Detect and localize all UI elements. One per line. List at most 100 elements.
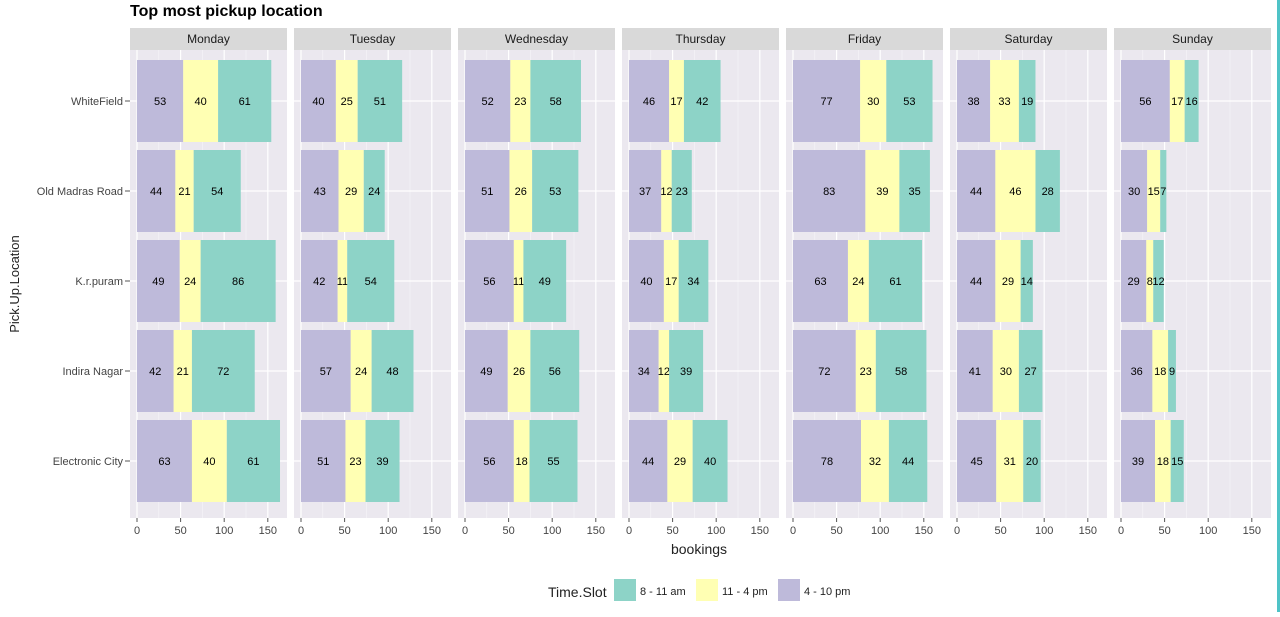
bar-segment (226, 420, 281, 502)
bar-data-label: 44 (150, 186, 162, 198)
bar-data-label: 63 (158, 456, 170, 468)
x-tick-label: 100 (707, 525, 725, 537)
x-tick-label: 100 (215, 525, 233, 537)
facet-label: Sunday (1172, 32, 1213, 46)
x-tick-label: 150 (751, 525, 769, 537)
bar-segment (509, 150, 533, 232)
facet-strip (622, 28, 779, 50)
bar-segment (957, 240, 996, 322)
x-tick-label: 150 (915, 525, 933, 537)
bar-segment (357, 60, 403, 142)
facet-label: Saturday (1004, 32, 1052, 46)
bar-data-label: 24 (184, 276, 196, 288)
bar-data-label: 9 (1169, 366, 1175, 378)
bar-segment (996, 420, 1024, 502)
bar-data-label: 7 (1160, 186, 1166, 198)
x-tick-label: 150 (1079, 525, 1097, 537)
bar-data-label: 53 (903, 96, 915, 108)
bar-segment (191, 420, 227, 502)
bar-segment (338, 150, 364, 232)
bar-segment (868, 240, 923, 322)
bar-segment (530, 330, 580, 412)
x-tick-label: 50 (830, 525, 842, 537)
x-tick-label: 50 (994, 525, 1006, 537)
facet-label: Monday (187, 32, 230, 46)
bar-segment (629, 240, 664, 322)
bar-data-label: 12 (1152, 276, 1164, 288)
bar-segment (1121, 150, 1148, 232)
bar-data-label: 40 (203, 456, 215, 468)
bar-data-label: 34 (638, 366, 650, 378)
x-tick-label: 0 (1118, 525, 1124, 537)
legend-label: 4 - 10 pm (804, 586, 850, 598)
bar-data-label: 38 (967, 96, 979, 108)
x-tick-label: 50 (338, 525, 350, 537)
category-label: K.r.puram (75, 276, 123, 288)
bar-segment (667, 420, 693, 502)
bar-data-label: 40 (195, 96, 207, 108)
category-label: Electronic City (53, 456, 124, 468)
legend-swatch (696, 579, 718, 601)
x-tick-label: 0 (626, 525, 632, 537)
bar-data-label: 11 (513, 276, 524, 288)
x-tick-label: 150 (1243, 525, 1261, 537)
bar-data-label: 34 (687, 276, 699, 288)
x-tick-label: 100 (871, 525, 889, 537)
bar-data-label: 32 (869, 456, 881, 468)
bar-data-label: 27 (1025, 366, 1037, 378)
bar-segment (465, 420, 514, 502)
x-tick-label: 50 (174, 525, 186, 537)
x-tick-label: 50 (666, 525, 678, 537)
bar-data-label: 51 (481, 186, 493, 198)
bar-segment (629, 420, 668, 502)
bar-segment (523, 240, 567, 322)
bar-data-label: 53 (154, 96, 166, 108)
bar-data-label: 8 (1147, 276, 1153, 288)
bar-data-label: 17 (665, 276, 677, 288)
x-tick-label: 100 (1035, 525, 1053, 537)
bar-data-label: 30 (1128, 186, 1140, 198)
bar-data-label: 51 (374, 96, 386, 108)
bar-data-label: 46 (643, 96, 655, 108)
bar-data-label: 77 (820, 96, 832, 108)
facet-strip (294, 28, 451, 50)
bar-data-label: 17 (1171, 96, 1183, 108)
bar-data-label: 29 (674, 456, 686, 468)
bar-segment (365, 420, 400, 502)
bar-segment (692, 420, 728, 502)
bar-segment (793, 330, 856, 412)
facet-strip (1114, 28, 1271, 50)
bar-data-label: 46 (1009, 186, 1021, 198)
bar-data-label: 15 (1171, 456, 1183, 468)
x-tick-label: 0 (790, 525, 796, 537)
bar-data-label: 31 (1004, 456, 1016, 468)
bar-segment (793, 420, 862, 502)
bar-segment (350, 330, 372, 412)
bar-segment (629, 60, 670, 142)
bar-segment (529, 420, 578, 502)
bar-segment (1020, 240, 1033, 322)
bar-data-label: 83 (823, 186, 835, 198)
bar-segment (658, 330, 670, 412)
bar-data-label: 40 (704, 456, 716, 468)
facet-label: Tuesday (350, 32, 396, 46)
bar-data-label: 56 (483, 276, 495, 288)
bar-data-label: 43 (314, 186, 326, 198)
bar-segment (345, 420, 366, 502)
bar-data-label: 12 (658, 366, 670, 378)
bar-segment (173, 330, 192, 412)
bar-data-label: 29 (1128, 276, 1140, 288)
bar-segment (860, 60, 887, 142)
facet-label: Thursday (675, 32, 725, 46)
bar-data-label: 36 (1131, 366, 1143, 378)
bar-segment (335, 60, 358, 142)
bar-data-label: 19 (1021, 96, 1033, 108)
bar-segment (371, 330, 414, 412)
bar-data-label: 21 (177, 366, 189, 378)
bar-segment (530, 60, 581, 142)
bar-data-label: 41 (969, 366, 981, 378)
bar-segment (465, 150, 510, 232)
bar-segment (1035, 150, 1060, 232)
bar-data-label: 24 (368, 186, 380, 198)
bar-data-label: 55 (547, 456, 559, 468)
